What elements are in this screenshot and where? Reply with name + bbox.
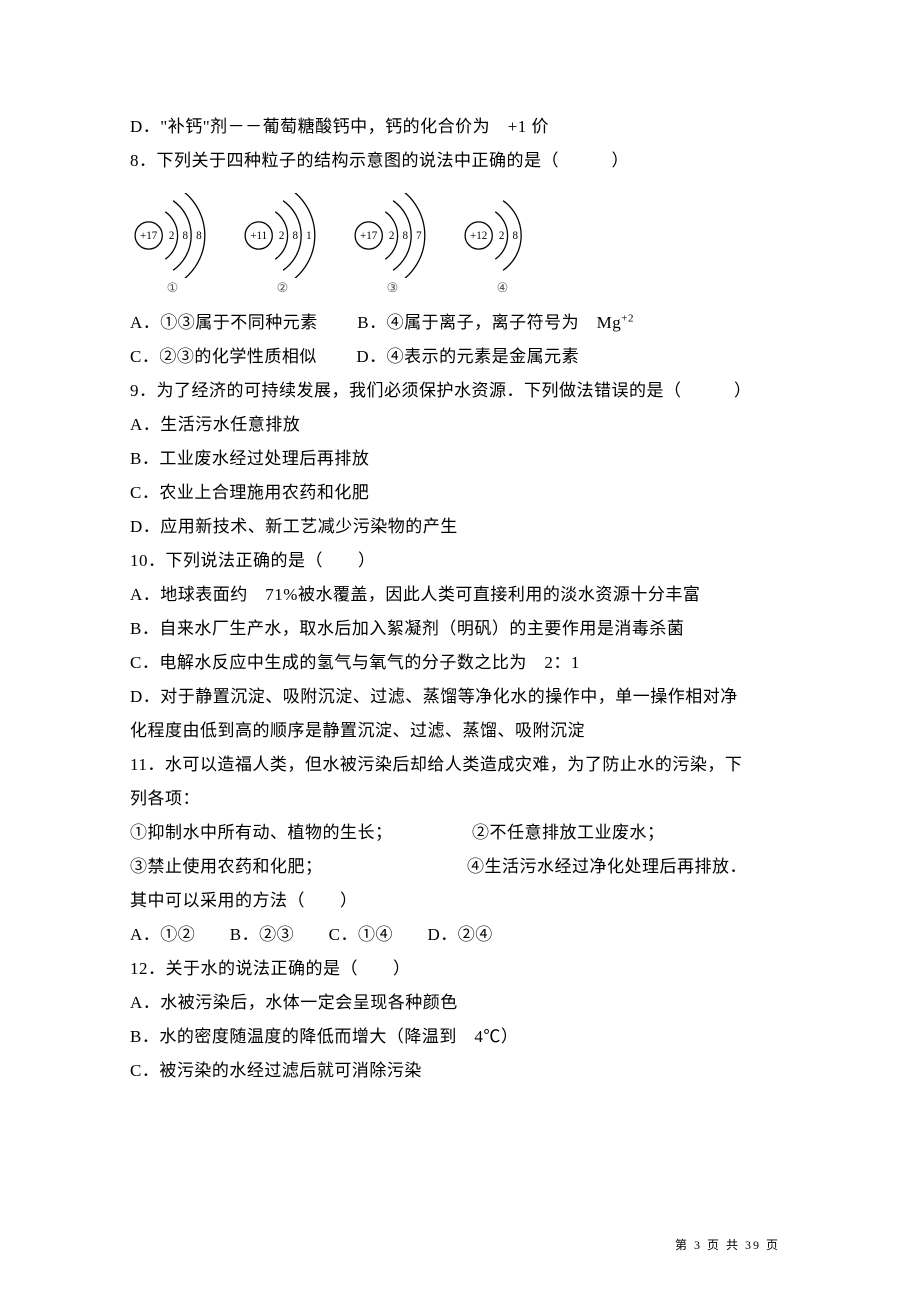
q11-item2: ②不任意排放工业废水； <box>472 823 665 842</box>
svg-text:1: 1 <box>306 230 312 242</box>
atom-diagram-2: +11 281 ② <box>240 193 325 296</box>
q10-option-a: A．地球表面约 71%被水覆盖，因此人类可直接利用的淡水资源十分丰富 <box>130 578 790 612</box>
q10-option-d-l1: D．对于静置沉淀、吸附沉淀、过滤、蒸馏等净化水的操作中，单一操作相对净 <box>130 680 790 714</box>
q11-item1: ①抑制水中所有动、植物的生长； <box>130 823 393 842</box>
svg-text:8: 8 <box>402 230 408 242</box>
q9-option-d: D．应用新技术、新工艺减少污染物的产生 <box>130 510 790 544</box>
q11-items-row2: ③禁止使用农药和化肥； ④生活污水经过净化处理后再排放． <box>130 850 790 884</box>
svg-text:8: 8 <box>512 230 518 242</box>
svg-text:+12: +12 <box>470 230 487 242</box>
q10-option-b: B．自来水厂生产水，取水后加入絮凝剂（明矾）的主要作用是消毒杀菌 <box>130 612 790 646</box>
q8-option-d: D．④表示的元素是金属元素 <box>356 347 579 366</box>
svg-text:8: 8 <box>182 230 188 242</box>
svg-text:8: 8 <box>292 230 298 242</box>
svg-text:2: 2 <box>499 230 505 242</box>
page-footer: 第 3 页 共 39 页 <box>675 1236 780 1253</box>
q12-option-a: A．水被污染后，水体一定会呈现各种颜色 <box>130 986 790 1020</box>
atom-label-2: ② <box>277 280 289 296</box>
svg-text:7: 7 <box>416 230 422 242</box>
q10-option-c: C．电解水反应中生成的氢气与氧气的分子数之比为 2：1 <box>130 646 790 680</box>
svg-text:8: 8 <box>196 230 202 242</box>
q9-option-c: C．农业上合理施用农药和化肥 <box>130 476 790 510</box>
q8-option-c: C．②③的化学性质相似 <box>130 347 317 366</box>
q11-stem-l1: 11．水可以造福人类，但水被污染后却给人类造成灾难，为了防止水的污染，下 <box>130 748 790 782</box>
q12-stem: 12．关于水的说法正确的是（ ） <box>130 952 790 986</box>
q12-option-c: C．被污染的水经过滤后就可消除污染 <box>130 1054 790 1088</box>
q9-stem: 9．为了经济的可持续发展，我们必须保护水资源．下列做法错误的是（ ） <box>130 374 790 408</box>
atom-diagram-3: +17 287 ③ <box>350 193 435 296</box>
q11-option-c: C．①④ <box>329 925 393 944</box>
svg-text:+11: +11 <box>250 230 267 242</box>
atom-label-3: ③ <box>387 280 399 296</box>
q11-item4: ④生活污水经过净化处理后再排放． <box>467 857 747 876</box>
svg-text:2: 2 <box>389 230 395 242</box>
svg-text:+17: +17 <box>140 230 158 242</box>
q11-item3: ③禁止使用农药和化肥； <box>130 857 323 876</box>
q11-items-row1: ①抑制水中所有动、植物的生长； ②不任意排放工业废水； <box>130 816 790 850</box>
q7-option-d: D．"补钙"剂－－葡萄糖酸钙中，钙的化合价为 +1 价 <box>130 110 790 144</box>
svg-text:+17: +17 <box>360 230 378 242</box>
atom-diagram-1: +17288① <box>130 193 215 296</box>
q8-options-row1: A．①③属于不同种元素 B．④属于离子，离子符号为 Mg+2 <box>130 306 790 340</box>
q12-option-b: B．水的密度随温度的降低而增大（降温到 4℃） <box>130 1020 790 1054</box>
q8-stem: 8．下列关于四种粒子的结构示意图的说法中正确的是（ ） <box>130 144 790 178</box>
q11-option-a: A．①② <box>130 925 195 944</box>
q11-substem: 其中可以采用的方法（ ） <box>130 884 790 918</box>
q8-options-row2: C．②③的化学性质相似 D．④表示的元素是金属元素 <box>130 340 790 374</box>
q11-options: A．①② B．②③ C．①④ D．②④ <box>130 918 790 952</box>
q11-option-b: B．②③ <box>230 925 294 944</box>
svg-text:2: 2 <box>169 230 175 242</box>
atom-diagram-4: +12 28 ④ <box>460 193 545 296</box>
q8-option-b-pre: B．④属于离子，离子符号为 Mg <box>357 313 621 332</box>
atom-diagrams: +17288①+11281②+17287③+1228④ <box>130 193 790 296</box>
q8-option-a: A．①③属于不同种元素 <box>130 313 318 332</box>
q9-option-a: A．生活污水任意排放 <box>130 408 790 442</box>
q8-option-b-sup: +2 <box>621 312 634 324</box>
q9-option-b: B．工业废水经过处理后再排放 <box>130 442 790 476</box>
q11-option-d: D．②④ <box>427 925 492 944</box>
atom-label-4: ④ <box>497 280 509 296</box>
q10-option-d-l2: 化程度由低到高的顺序是静置沉淀、过滤、蒸馏、吸附沉淀 <box>130 714 790 748</box>
atom-label-1: ① <box>167 280 179 296</box>
q11-stem-l2: 列各项： <box>130 782 790 816</box>
svg-text:2: 2 <box>279 230 285 242</box>
q10-stem: 10．下列说法正确的是（ ） <box>130 544 790 578</box>
